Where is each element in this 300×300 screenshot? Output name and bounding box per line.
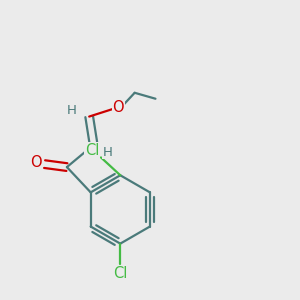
- Text: O: O: [112, 100, 124, 115]
- Text: O: O: [31, 155, 42, 170]
- Text: Cl: Cl: [113, 266, 127, 281]
- Text: H: H: [67, 104, 77, 117]
- Text: H: H: [103, 146, 113, 159]
- Text: Cl: Cl: [85, 142, 99, 158]
